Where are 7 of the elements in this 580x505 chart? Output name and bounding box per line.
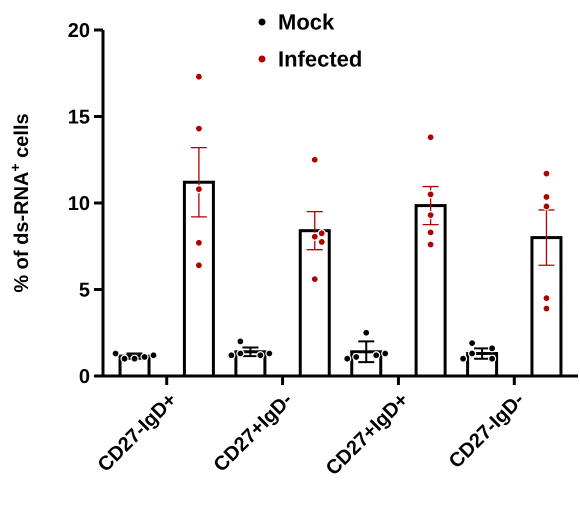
legend-label: Infected xyxy=(278,46,362,72)
y-tick-label: 15 xyxy=(68,106,90,128)
legend-label: Mock xyxy=(278,10,335,35)
y-tick-label: 5 xyxy=(78,280,90,302)
y-tick-label: 10 xyxy=(68,193,90,215)
y-tick-label: 0 xyxy=(78,366,90,388)
y-tick-label: 20 xyxy=(68,20,90,42)
